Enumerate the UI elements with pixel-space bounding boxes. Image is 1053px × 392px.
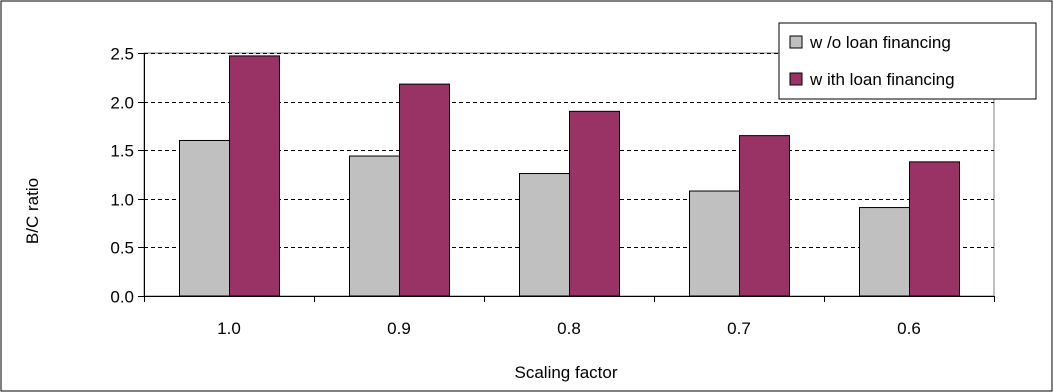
y-tick-label: 0.0 [110,288,134,307]
bar-with-loan-1.0 [229,55,280,297]
x-tick-label: 0.9 [387,319,411,338]
legend: w /o loan financing w ith loan financing [778,22,1037,100]
x-tick-label: 0.8 [557,319,581,338]
bar-with-loan-0.6 [909,161,960,297]
bars [179,55,960,297]
y-tick-label: 0.5 [110,239,134,258]
y-tick-label: 2.5 [110,45,134,64]
x-tick-label: 0.6 [897,319,921,338]
axes: 0.0 0.5 1.0 1.5 2.0 2.5 1.0 0.9 0.8 0.7 0.6 [110,45,995,338]
bar-with-loan-0.8 [569,110,620,297]
bar-without-loan-0.6 [859,207,910,297]
bar-without-loan-0.8 [519,173,570,297]
legend-label: w /o loan financing [809,33,951,52]
y-tick-label: 1.0 [110,191,134,210]
legend-swatch [789,35,803,49]
legend-box [778,22,1037,100]
bar-without-loan-1.0 [179,139,230,297]
x-axis-title: Scaling factor [515,363,618,382]
y-axis-title: B/C ratio [23,178,42,244]
bar-without-loan-0.9 [349,155,400,297]
legend-swatch [789,72,803,86]
bar-with-loan-0.7 [739,135,790,297]
bar-without-loan-0.7 [689,190,740,297]
y-tick-label: 2.0 [110,94,134,113]
bar-with-loan-0.9 [399,83,450,297]
legend-label: w ith loan financing [809,70,955,89]
y-tick-label: 1.5 [110,142,134,161]
x-tick-label: 1.0 [217,319,241,338]
x-tick-label: 0.7 [727,319,751,338]
